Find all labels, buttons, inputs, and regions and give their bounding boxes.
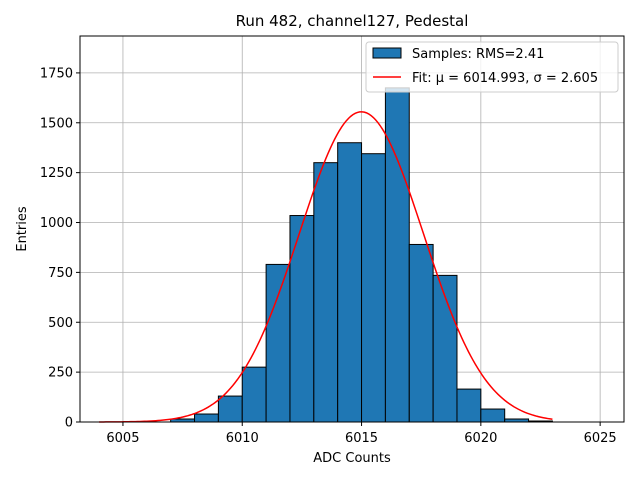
y-axis-ticks: 0 250 500 750 1000 1250 1500 1750 <box>40 66 80 431</box>
legend-box <box>365 41 619 93</box>
y-tick-label: 0 <box>65 416 73 431</box>
x-tick-label: 6025 <box>584 431 617 446</box>
histogram-bar <box>456 388 482 423</box>
x-tick-label: 6015 <box>345 431 378 446</box>
histogram-bar <box>480 408 506 423</box>
histogram-bar <box>384 87 410 423</box>
histogram-bar <box>241 366 267 423</box>
x-tick-label: 6020 <box>464 431 497 446</box>
y-axis-label: Entries <box>15 206 30 252</box>
legend-samples-swatch <box>372 47 402 59</box>
chart-title: Run 482, channel127, Pedestal <box>236 12 469 30</box>
x-tick-label: 6005 <box>106 431 139 446</box>
legend-fit-label: Fit: μ = 6014.993, σ = 2.605 <box>412 71 598 86</box>
histogram-bars <box>170 87 553 423</box>
axes-frame <box>79 35 625 423</box>
y-tick-label: 1500 <box>40 116 73 131</box>
legend-samples-label: Samples: RMS=2.41 <box>412 47 544 62</box>
fit-curve <box>99 111 553 423</box>
x-axis-ticks: 6005 6010 6015 6020 6025 <box>106 422 617 446</box>
fit-curve-group <box>99 111 553 423</box>
legend: Samples: RMS=2.41 Fit: μ = 6014.993, σ =… <box>365 41 619 93</box>
histogram-bar <box>337 142 363 423</box>
y-tick-label: 1000 <box>40 216 73 231</box>
y-tick-label: 250 <box>48 366 73 381</box>
y-tick-label: 1750 <box>40 66 73 81</box>
histogram-bar <box>361 153 386 423</box>
histogram-bar <box>313 162 339 423</box>
x-axis-label: ADC Counts <box>313 451 391 466</box>
histogram-bar <box>265 263 291 423</box>
histogram-bar <box>217 395 243 423</box>
histogram-bar <box>289 215 315 423</box>
y-tick-label: 750 <box>48 266 73 281</box>
y-tick-label: 1250 <box>40 166 73 181</box>
y-tick-label: 500 <box>48 316 73 331</box>
x-tick-label: 6010 <box>226 431 259 446</box>
histogram-bar <box>194 413 219 423</box>
histogram-bar <box>408 243 434 423</box>
